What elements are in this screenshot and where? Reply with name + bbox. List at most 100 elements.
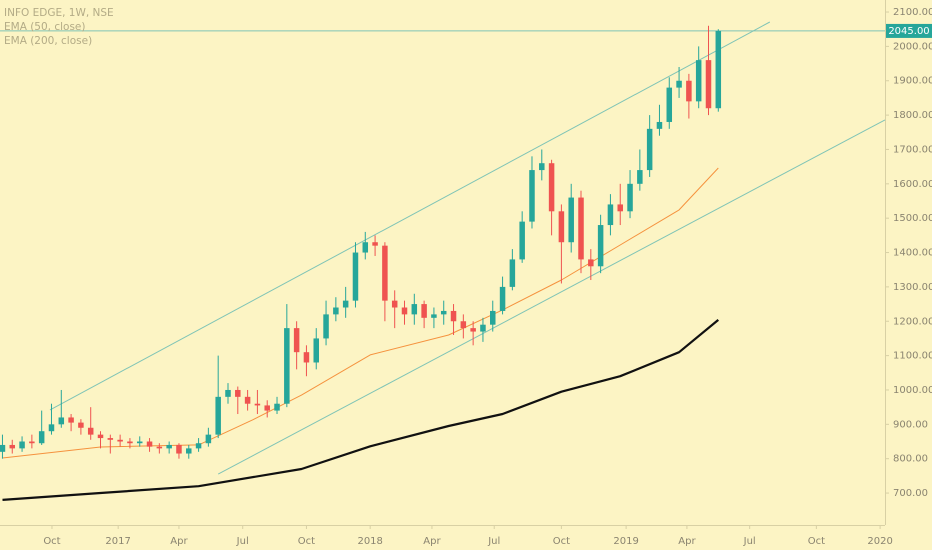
candle-body <box>529 170 535 222</box>
y-tick-label: 1300.00 <box>893 282 932 293</box>
candle-body <box>519 221 525 260</box>
candle-body <box>480 324 486 332</box>
candle-body <box>127 441 133 444</box>
candle-body <box>313 338 319 363</box>
candle-body <box>274 403 280 411</box>
candle-body <box>411 304 418 315</box>
candle-body <box>117 439 123 442</box>
trendline <box>49 21 771 411</box>
candle-body <box>372 242 378 246</box>
candle-body <box>107 438 114 440</box>
y-tick-label: 1200.00 <box>893 316 932 327</box>
candle-body <box>656 121 663 129</box>
candle-body <box>646 128 653 171</box>
x-tick-label: 2018 <box>357 536 382 547</box>
candle-body <box>254 403 261 406</box>
x-tick-label: Jul <box>743 536 756 547</box>
y-tick-label: 2000.00 <box>893 41 932 52</box>
legend-title: INFO EDGE, 1W, NSE <box>4 7 114 19</box>
x-tick-label: 2019 <box>613 536 638 547</box>
legend-entry: EMA (50, close) <box>4 21 86 33</box>
candle-body <box>362 242 369 253</box>
y-tick-label: 800.00 <box>893 454 928 465</box>
y-tick-label: 1500.00 <box>893 213 932 224</box>
candle-body <box>470 328 476 332</box>
y-tick-label: 900.00 <box>893 419 928 430</box>
candle-body <box>205 434 212 444</box>
candle-body <box>29 441 35 444</box>
candle-body <box>588 259 594 267</box>
candle-body <box>97 434 104 439</box>
candle-body <box>58 417 65 425</box>
candle-body <box>186 448 192 454</box>
candle-body <box>293 328 300 353</box>
x-tick-label: Apr <box>423 536 441 547</box>
candle-body <box>19 441 25 449</box>
candle-body <box>499 286 506 311</box>
y-tick-label: 1000.00 <box>893 385 932 396</box>
x-tick-label: Jul <box>487 536 500 547</box>
candle-body <box>68 417 74 423</box>
candle-body <box>264 405 270 411</box>
candle-body <box>715 30 722 109</box>
x-tick-label: Oct <box>298 536 315 547</box>
candle-body <box>705 60 712 109</box>
candle-body <box>539 163 545 171</box>
candle-body <box>695 60 702 102</box>
candle-body <box>607 204 614 226</box>
candle-body <box>460 321 467 329</box>
y-tick-label: 1100.00 <box>893 351 932 362</box>
candle-body <box>637 170 643 184</box>
candle-body <box>450 310 457 322</box>
candle-body <box>0 444 6 452</box>
candle-body <box>421 304 427 318</box>
candle-body <box>166 444 172 449</box>
candle-body <box>38 431 45 444</box>
x-tick-label: Apr <box>678 536 696 547</box>
candle-body <box>391 300 398 308</box>
candle-body <box>323 314 329 339</box>
last-price-badge <box>886 23 932 38</box>
candle-body <box>627 183 633 212</box>
candle-body <box>303 352 310 363</box>
y-tick-label: 1400.00 <box>893 248 932 259</box>
candle-body <box>215 396 221 435</box>
candle-body <box>225 389 231 397</box>
candle-body <box>176 444 182 454</box>
x-tick-label: 2020 <box>867 536 892 547</box>
y-tick-label: 1900.00 <box>893 76 932 87</box>
candle-body <box>195 443 202 449</box>
candle-body <box>558 211 565 243</box>
x-tick-label: Oct <box>808 536 825 547</box>
candle-body <box>284 328 290 404</box>
candle-body <box>676 80 682 88</box>
x-tick-label: Jul <box>236 536 249 547</box>
candle-body <box>9 444 16 449</box>
candle-body <box>235 389 241 397</box>
x-tick-label: 2017 <box>105 536 130 547</box>
candle-body <box>548 163 555 212</box>
candle-body <box>87 427 94 435</box>
candle-body <box>509 259 516 287</box>
candle-body <box>686 80 692 102</box>
y-tick-label: 2100.00 <box>893 7 932 18</box>
candle-body <box>146 441 153 447</box>
candle-body <box>352 252 359 301</box>
candle-body <box>617 204 623 212</box>
x-tick-label: Apr <box>170 536 188 547</box>
candle-body <box>244 396 251 404</box>
y-tick-label: 700.00 <box>893 488 928 499</box>
candle-body <box>382 245 388 301</box>
ema-line <box>2 167 719 459</box>
candle-body <box>578 197 584 260</box>
candle-body <box>401 307 408 315</box>
candle-body <box>666 87 673 122</box>
candle-body <box>48 424 55 432</box>
candle-body <box>136 441 143 444</box>
candle-body <box>78 422 84 428</box>
trendline <box>217 119 886 475</box>
candle-body <box>431 314 437 318</box>
plot-area <box>0 21 886 501</box>
